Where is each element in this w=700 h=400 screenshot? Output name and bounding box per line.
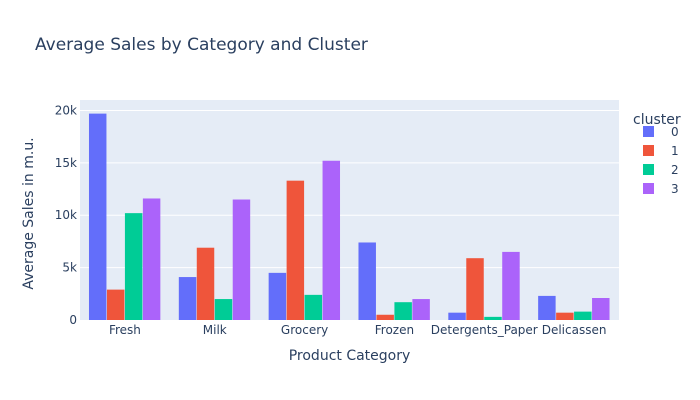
bar-detergents-paper-cluster-1	[466, 258, 484, 320]
bar-frozen-cluster-0	[358, 242, 376, 320]
legend-item-cluster-1[interactable]: 1	[643, 144, 679, 158]
legend-swatch	[643, 164, 654, 175]
gridlines	[80, 109, 619, 269]
x-tick-label: Grocery	[281, 323, 328, 337]
legend-label: 2	[671, 163, 679, 177]
legend-item-cluster-2[interactable]: 2	[643, 163, 679, 177]
bar-delicassen-cluster-2	[574, 311, 592, 320]
bar-frozen-cluster-1	[376, 314, 394, 320]
x-tick-label: Frozen	[375, 323, 414, 337]
bar-delicassen-cluster-3	[592, 298, 610, 320]
bar-delicassen-cluster-1	[556, 312, 574, 320]
x-axis-title: Product Category	[289, 348, 411, 364]
y-tick-label: 15k	[55, 156, 77, 170]
y-axis-ticks: 0 5k 10k 15k 20k	[55, 103, 77, 327]
bar-delicassen-cluster-0	[538, 295, 556, 320]
bar-grocery-cluster-1	[286, 180, 305, 320]
x-axis-ticks: Fresh Milk Grocery Frozen Detergents_Paper De…	[109, 323, 607, 337]
bar-detergents-paper-cluster-3	[502, 251, 520, 320]
legend-swatch	[643, 126, 654, 137]
legend-swatch	[643, 145, 654, 156]
y-tick-label: 10k	[55, 208, 77, 222]
bar-grocery-cluster-2	[304, 294, 323, 320]
legend-title: cluster	[633, 112, 681, 128]
bar-milk-cluster-0	[178, 277, 197, 320]
bar-grocery-cluster-3	[322, 160, 341, 320]
legend-item-cluster-3[interactable]: 3	[643, 182, 679, 196]
legend-swatch	[643, 183, 654, 194]
y-tick-label: 0	[69, 313, 77, 327]
bars	[88, 113, 610, 321]
y-tick-label: 5k	[62, 261, 77, 275]
x-tick-label: Detergents_Paper	[431, 323, 538, 337]
bar-fresh-cluster-2	[124, 213, 143, 320]
y-tick-label: 20k	[55, 103, 77, 117]
x-tick-label: Milk	[203, 323, 227, 337]
x-tick-label: Fresh	[109, 323, 141, 337]
legend-label: 1	[671, 144, 679, 158]
bar-fresh-cluster-3	[142, 198, 161, 320]
chart-title: Average Sales by Category and Cluster	[35, 35, 368, 55]
bar-grocery-cluster-0	[268, 272, 287, 320]
legend-label: 0	[671, 125, 679, 139]
legend-item-cluster-0[interactable]: 0	[643, 125, 679, 139]
bar-milk-cluster-2	[214, 299, 233, 320]
y-axis-title: Average Sales in m.u.	[21, 137, 37, 289]
x-tick-label: Delicassen	[542, 323, 607, 337]
bar-milk-cluster-3	[232, 199, 251, 320]
bar-detergents-paper-cluster-0	[448, 312, 466, 320]
bar-detergents-paper-cluster-2	[484, 316, 502, 320]
bar-fresh-cluster-1	[106, 289, 125, 320]
bar-frozen-cluster-3	[412, 299, 430, 320]
bar-fresh-cluster-0	[88, 113, 107, 321]
bar-frozen-cluster-2	[394, 302, 412, 320]
bar-milk-cluster-1	[196, 247, 215, 320]
plot-area	[80, 100, 619, 320]
legend: cluster 0 1 2 3	[633, 112, 681, 196]
legend-label: 3	[671, 182, 679, 196]
